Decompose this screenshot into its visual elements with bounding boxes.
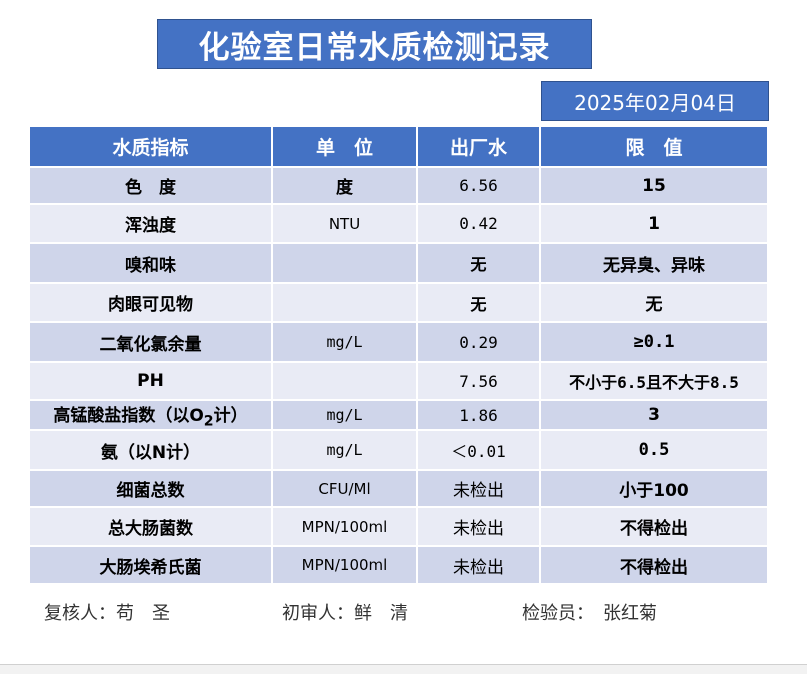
table-row: 高锰酸盐指数（以O2计） mg/L 1.86 3 [30, 400, 769, 432]
indicator-name-subscript: 2 [203, 413, 214, 430]
value-cell: 未检出 [417, 546, 541, 586]
limit-cell: 不得检出 [540, 546, 769, 586]
limit-cell: ≥0.1 [540, 322, 769, 363]
unit-cell: NTU [272, 204, 418, 244]
bottom-strip [0, 665, 807, 674]
value-cell: 未检出 [417, 507, 541, 548]
limit-cell: 不得检出 [540, 507, 769, 548]
table-row: 大肠埃希氏菌 MPN/100ml 未检出 不得检出 [30, 546, 769, 586]
table-row: 细菌总数 CFU/Ml 未检出 小于100 [30, 470, 769, 509]
indicator-name: 总大肠菌数 [30, 507, 273, 548]
table-row: 浑浊度 NTU 0.42 1 [30, 204, 769, 244]
table-row: 氨（以N计） mg/L ＜0.01 0.5 [30, 430, 769, 472]
table-row: 二氧化氯余量 mg/L 0.29 ≥0.1 [30, 322, 769, 363]
table-header-row: 水质指标 单 位 出厂水 限 值 [30, 127, 769, 168]
limit-cell: 0.5 [540, 430, 769, 472]
header-outlet-water: 出厂水 [417, 127, 541, 168]
limit-cell: 1 [540, 204, 769, 244]
table-row: 嗅和味 无 无异臭、异味 [30, 243, 769, 284]
value-cell: 6.56 [417, 167, 541, 205]
limit-cell: 15 [540, 167, 769, 205]
unit-cell: MPN/100ml [272, 507, 418, 548]
preliminary-reviewer-label: 初审人：鲜 清 [282, 603, 408, 624]
unit-cell: mg/L [272, 322, 418, 363]
limit-cell: 3 [540, 400, 769, 432]
unit-cell: MPN/100ml [272, 546, 418, 586]
indicator-name: 二氧化氯余量 [30, 322, 273, 363]
value-cell: 7.56 [417, 362, 541, 401]
indicator-name: 氨（以N计） [30, 430, 273, 472]
value-cell: 0.29 [417, 322, 541, 363]
limit-cell: 小于100 [540, 470, 769, 509]
divider [0, 664, 807, 665]
unit-cell: mg/L [272, 430, 418, 472]
limit-cell: 不小于6.5且不大于8.5 [540, 362, 769, 401]
indicator-name: 嗅和味 [30, 243, 273, 284]
water-quality-table: 水质指标 单 位 出厂水 限 值 色 度 度 6.56 15 浑浊度 NTU 0… [30, 127, 769, 586]
indicator-name-part: 高锰酸盐指数（以O [53, 406, 204, 426]
header-unit: 单 位 [272, 127, 418, 168]
value-cell: 无 [417, 243, 541, 284]
indicator-name: 细菌总数 [30, 470, 273, 509]
table-row: 色 度 度 6.56 15 [30, 167, 769, 205]
value-cell: 未检出 [417, 470, 541, 509]
limit-cell: 无异臭、异味 [540, 243, 769, 284]
indicator-name: PH [30, 362, 273, 401]
value-cell: 1.86 [417, 400, 541, 432]
indicator-name: 色 度 [30, 167, 273, 205]
inspector-label: 检验员： 张红菊 [522, 603, 657, 624]
value-cell: 0.42 [417, 204, 541, 244]
header-limit: 限 值 [540, 127, 769, 168]
unit-cell [272, 362, 418, 401]
value-cell: ＜0.01 [417, 430, 541, 472]
value-cell: 无 [417, 283, 541, 323]
unit-cell [272, 283, 418, 323]
indicator-name: 肉眼可见物 [30, 283, 273, 323]
table-row: PH 7.56 不小于6.5且不大于8.5 [30, 362, 769, 401]
indicator-name-part: 计） [213, 406, 248, 426]
indicator-name: 高锰酸盐指数（以O2计） [30, 400, 273, 432]
indicator-name: 浑浊度 [30, 204, 273, 244]
record-date: 2025年02月04日 [541, 81, 769, 121]
header-indicator: 水质指标 [30, 127, 273, 168]
table-row: 总大肠菌数 MPN/100ml 未检出 不得检出 [30, 507, 769, 548]
page-title: 化验室日常水质检测记录 [157, 19, 592, 69]
unit-cell: 度 [272, 167, 418, 205]
signature-footer: 复核人：苟 圣 初审人：鲜 清 检验员： 张红菊 [0, 597, 807, 625]
unit-cell [272, 243, 418, 284]
table-row: 肉眼可见物 无 无 [30, 283, 769, 323]
limit-cell: 无 [540, 283, 769, 323]
unit-cell: mg/L [272, 400, 418, 432]
unit-cell: CFU/Ml [272, 470, 418, 509]
reviewer-label: 复核人：苟 圣 [44, 603, 170, 624]
indicator-name: 大肠埃希氏菌 [30, 546, 273, 586]
